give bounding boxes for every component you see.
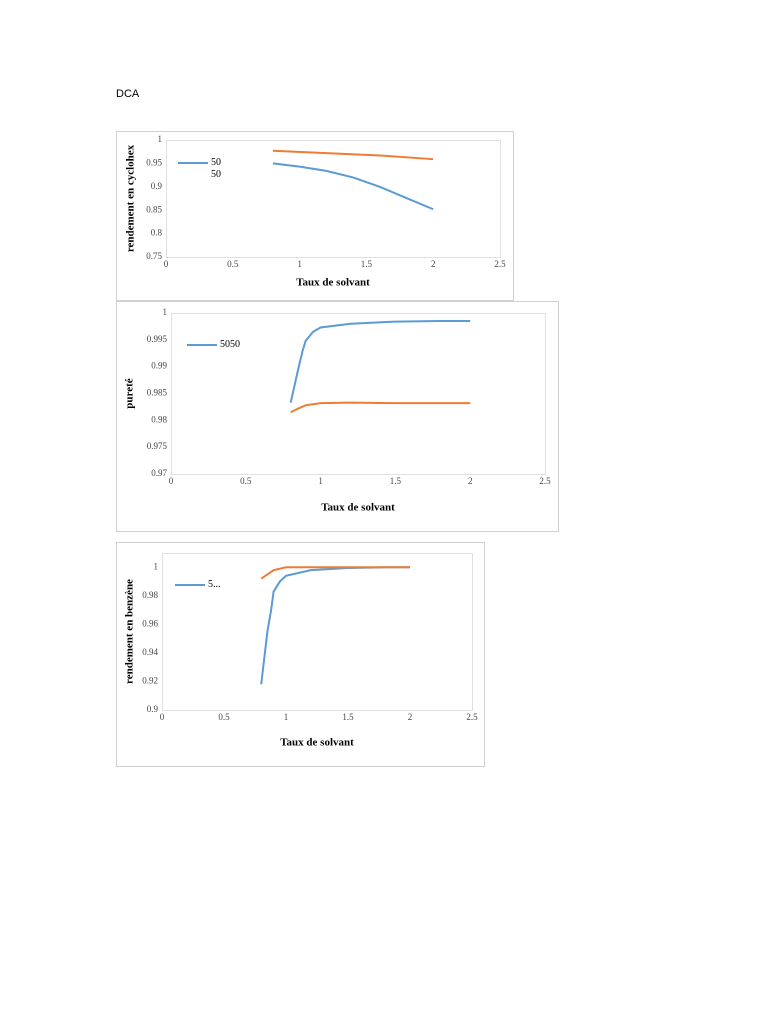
x-tick-label: 2 [431,259,436,269]
series-line [272,162,434,211]
plot-area [162,553,473,711]
x-tick-label: 0 [160,712,165,722]
series-line [260,566,410,580]
series-line [290,401,471,414]
chart-frame [116,542,485,767]
x-axis-title: Taux de solvant [280,737,354,749]
y-axis-title: rendement en benzène [124,579,136,684]
y-tick-label: 0.99 [151,361,167,371]
x-tick-label: 0.5 [227,259,239,269]
x-tick-label: 1.5 [361,259,373,269]
x-tick-label: 1 [284,712,289,722]
x-tick-label: 1 [297,259,302,269]
y-tick-label: 0.9 [147,704,159,714]
y-tick-label: 0.9 [151,181,163,191]
x-axis-title: Taux de solvant [321,502,395,514]
series-line [289,320,471,403]
x-axis-title: Taux de solvant [296,277,370,289]
y-tick-label: 0.96 [142,618,158,628]
x-tick-label: 1.5 [342,712,354,722]
x-tick-label: 2 [468,476,473,486]
x-tick-label: 2.5 [494,259,506,269]
y-tick-label: 0.985 [147,388,168,398]
series-line [260,566,410,685]
y-tick-label: 0.98 [142,590,158,600]
y-tick-label: 0.75 [146,251,162,261]
y-tick-label: 0.94 [142,647,158,657]
y-tick-label: 0.92 [142,676,158,686]
y-axis-title: rendement en cyclohex [125,144,137,252]
y-tick-label: 1 [163,307,168,317]
x-tick-label: 2.5 [539,476,551,486]
x-tick-label: 2.5 [466,712,478,722]
page-title: DCA [116,88,140,100]
legend-label: 5... [208,579,221,590]
y-tick-label: 0.8 [151,228,163,238]
x-tick-label: 0.5 [218,712,230,722]
x-tick-label: 1 [318,476,323,486]
plot-area [171,313,546,475]
chart-frame [116,131,514,301]
x-tick-label: 0 [164,259,169,269]
y-tick-label: 1 [158,134,163,144]
y-tick-label: 0.85 [146,204,162,214]
y-tick-label: 0.95 [146,157,162,167]
y-tick-label: 0.995 [147,334,168,344]
chart-frame [116,301,559,532]
x-tick-label: 0 [169,476,174,486]
series-line [272,149,434,161]
x-tick-label: 0.5 [240,476,252,486]
y-tick-label: 0.975 [147,441,168,451]
y-tick-label: 1 [154,561,159,571]
x-tick-label: 2 [408,712,413,722]
y-tick-label: 0.97 [151,468,167,478]
y-axis-title: pureté [124,378,136,408]
legend-label: 5050 [220,339,240,350]
x-tick-label: 1.5 [390,476,402,486]
legend-label: 5050 [211,157,221,180]
y-tick-label: 0.98 [151,414,167,424]
plot-area [166,140,501,258]
